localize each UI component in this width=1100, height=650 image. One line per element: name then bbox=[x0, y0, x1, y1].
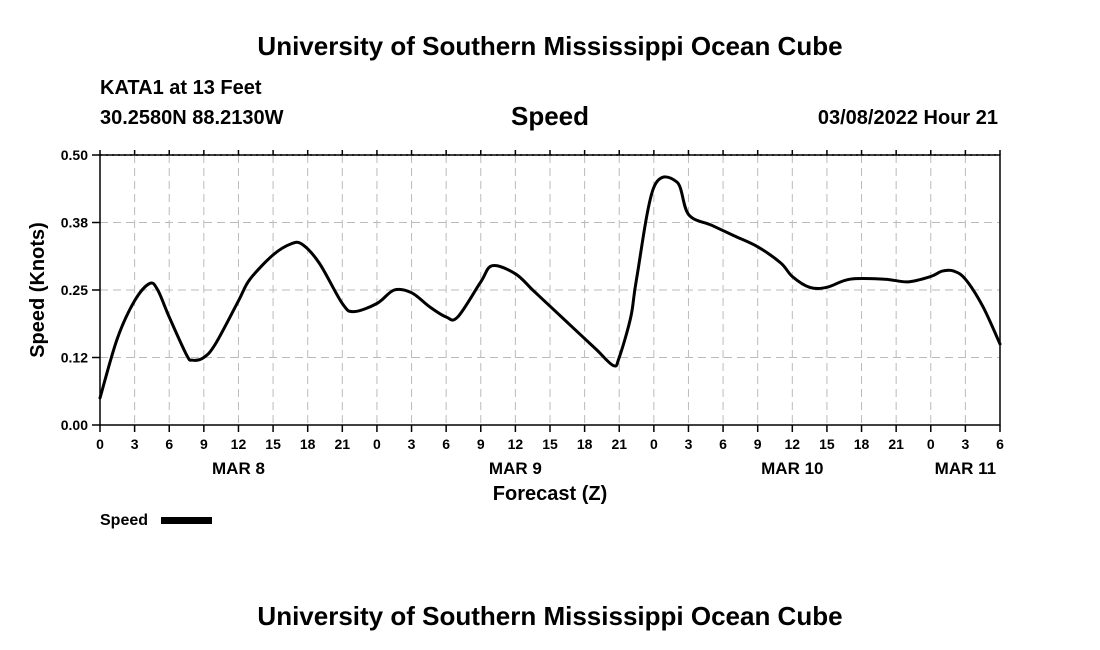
x-tick-label: 18 bbox=[577, 436, 593, 452]
x-tick-label: 21 bbox=[611, 436, 627, 452]
x-tick-label: 9 bbox=[200, 436, 208, 452]
x-tick-label: 3 bbox=[408, 436, 416, 452]
x-tick-label: 6 bbox=[719, 436, 727, 452]
y-axis-label: Speed (Knots) bbox=[27, 222, 49, 358]
x-axis-label: Forecast (Z) bbox=[493, 483, 607, 505]
x-tick-label: 3 bbox=[131, 436, 139, 452]
speed-series-line bbox=[98, 175, 1002, 400]
y-tick-label: 0.50 bbox=[61, 147, 88, 163]
x-axis-ticks: 0 3 6 9 12 15 18 21 0 3 6 9 12 15 18 21 0 3 6 9 12 15 18 21 0 3 6 bbox=[96, 150, 1004, 452]
day-labels: MAR 8 MAR 9 MAR 10 MAR 11 bbox=[212, 459, 996, 478]
y-tick-label: 0.25 bbox=[61, 282, 88, 298]
day-label: MAR 9 bbox=[489, 459, 542, 478]
legend-label: Speed bbox=[100, 512, 148, 529]
x-tick-label: 0 bbox=[96, 436, 104, 452]
x-tick-label: 6 bbox=[996, 436, 1004, 452]
x-tick-label: 6 bbox=[165, 436, 173, 452]
x-tick-label: 15 bbox=[542, 436, 558, 452]
x-tick-label: 18 bbox=[300, 436, 316, 452]
y-tick-label: 0.38 bbox=[61, 215, 88, 231]
footer-title: University of Southern Mississippi Ocean… bbox=[257, 601, 842, 631]
forecast-datetime: 03/08/2022 Hour 21 bbox=[818, 107, 998, 129]
x-tick-label: 12 bbox=[785, 436, 801, 452]
x-tick-label: 15 bbox=[265, 436, 281, 452]
y-tick-label: 0.00 bbox=[61, 417, 88, 433]
x-tick-label: 3 bbox=[685, 436, 693, 452]
x-tick-label: 15 bbox=[819, 436, 835, 452]
page-title: University of Southern Mississippi Ocean… bbox=[257, 31, 842, 61]
station-label: KATA1 at 13 Feet bbox=[100, 77, 262, 99]
x-tick-label: 0 bbox=[927, 436, 935, 452]
metric-title: Speed bbox=[511, 101, 589, 131]
x-tick-label: 21 bbox=[888, 436, 904, 452]
x-tick-label: 9 bbox=[754, 436, 762, 452]
coordinates-label: 30.2580N 88.2130W bbox=[100, 107, 284, 129]
x-tick-label: 9 bbox=[477, 436, 485, 452]
x-tick-label: 0 bbox=[650, 436, 658, 452]
day-label: MAR 11 bbox=[935, 459, 996, 478]
day-label: MAR 10 bbox=[761, 459, 823, 478]
x-tick-label: 0 bbox=[373, 436, 381, 452]
x-tick-label: 12 bbox=[231, 436, 247, 452]
plot-grid bbox=[100, 154, 1000, 425]
y-tick-label: 0.12 bbox=[61, 350, 88, 366]
x-tick-label: 21 bbox=[335, 436, 351, 452]
x-tick-label: 6 bbox=[442, 436, 450, 452]
x-tick-label: 18 bbox=[854, 436, 870, 452]
x-tick-label: 12 bbox=[508, 436, 524, 452]
legend-swatch bbox=[161, 517, 212, 524]
y-axis-ticks: 0.00 0.12 0.25 0.38 0.50 bbox=[61, 147, 100, 433]
day-label: MAR 8 bbox=[212, 459, 265, 478]
x-tick-label: 3 bbox=[961, 436, 969, 452]
